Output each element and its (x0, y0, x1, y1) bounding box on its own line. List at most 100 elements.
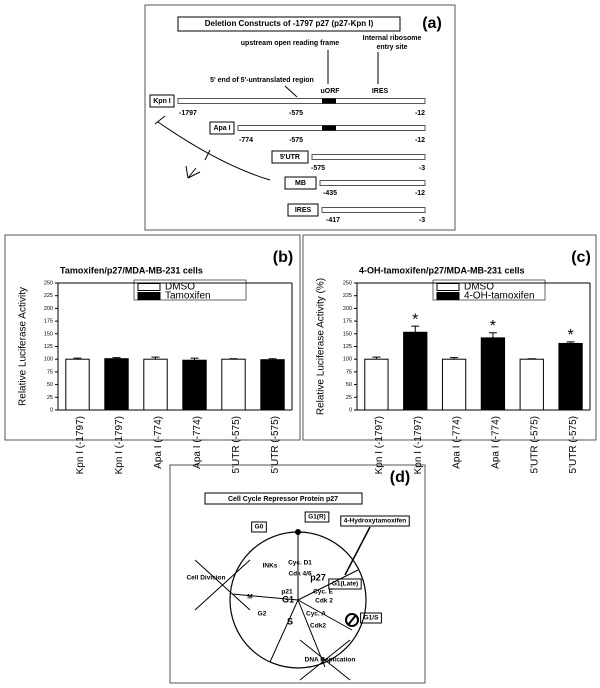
position-label: -3 (419, 217, 425, 224)
y-tick-label: 100 (343, 357, 352, 363)
cycle-label: p27 (310, 572, 326, 582)
uorf-segment (322, 98, 336, 104)
legend-label: Tamoxifen (165, 291, 211, 302)
note: upstream open reading frame (241, 40, 340, 47)
cycle-label: Cyc. E (313, 589, 334, 596)
panel-a-title: Deletion Constructs of -1797 p27 (p27-Kp… (205, 19, 374, 28)
position-label: -12 (415, 190, 425, 197)
position-label: -575 (289, 110, 303, 117)
y-tick-label: 125 (44, 344, 53, 350)
position-label: -774 (239, 137, 253, 144)
bar (65, 358, 90, 411)
construct-bar (319, 180, 426, 186)
panel-label: (a) (422, 15, 442, 32)
cycle-label: 4-Hydroxytamoxifen (344, 518, 407, 525)
position-label: -3 (419, 165, 425, 172)
pointer (284, 85, 298, 98)
legend-label: DMSO (464, 282, 494, 293)
legend-frame (432, 279, 546, 301)
panel-d-title: Cell Cycle Repressor Protein p27 (228, 496, 338, 503)
x-tick-label: Kpn I (-1797) (374, 416, 385, 474)
position-label: -575 (311, 165, 325, 172)
y-axis-label: Relative Luciferase Activity (18, 287, 29, 406)
error-bar (151, 356, 160, 360)
error-bar (488, 332, 497, 338)
y-tick-label: 75 (346, 369, 352, 375)
bar (221, 358, 246, 411)
label-box (304, 511, 330, 523)
cycle-label: G1 (282, 594, 294, 604)
y-tick-label: 0 (50, 407, 53, 413)
cycle-label: DNA Replication (305, 657, 356, 664)
bar (364, 358, 389, 411)
error-bar (372, 356, 381, 360)
y-tick-label: 250 (343, 280, 352, 286)
dot (295, 529, 301, 535)
cycle-label: G1/S (364, 615, 379, 622)
label-box (360, 612, 382, 624)
position-label: -417 (326, 217, 340, 224)
x-tick-label: 5'UTR (-575) (231, 416, 242, 473)
construct-name: 5'UTR (280, 154, 300, 161)
error-bar (411, 325, 420, 333)
block (347, 614, 357, 626)
legend-frame (133, 279, 247, 301)
label-box (340, 515, 410, 527)
error-bar (112, 357, 121, 359)
error-bar (190, 357, 199, 361)
construct-box (284, 176, 317, 190)
x-tick-label: 5'UTR (-575) (568, 416, 579, 473)
panel-label: (d) (390, 469, 410, 486)
legend-swatch (436, 292, 460, 300)
construct-name: MB (295, 180, 306, 187)
cycle-label: Cyc. D1 (288, 560, 312, 567)
legend-label: 4-OH-tamoxifen (464, 291, 535, 302)
cycle-label: INKs (263, 563, 278, 570)
error-bar (229, 358, 238, 360)
note: IRES (372, 88, 389, 95)
cycle-label: Cdk2 (310, 623, 326, 630)
y-tick-label: 175 (343, 319, 352, 325)
cycle-label: Cell Division (186, 575, 225, 582)
x-tick-label: 5'UTR (-575) (270, 416, 281, 473)
position-label: -1797 (179, 110, 197, 117)
y-axis-label: Relative Luciferase Activity (%) (316, 278, 327, 415)
y-tick-label: 25 (346, 395, 352, 401)
cycle-label: G2 (258, 611, 267, 618)
panel-c-frame (302, 234, 597, 441)
error-bar (73, 357, 82, 360)
panel-a-frame (144, 4, 456, 231)
note: 5' end of 5'-untranslated region (210, 77, 314, 84)
chart-title: 4-OH-tamoxifen/p27/MDA-MB-231 cells (359, 265, 525, 275)
y-tick-label: 200 (343, 306, 352, 312)
significance: * (567, 327, 573, 344)
construct-name: IRES (295, 207, 312, 214)
panel-d-frame (169, 464, 426, 684)
construct-box (149, 94, 175, 108)
position-label: -12 (415, 137, 425, 144)
x-tick-label: Kpn I (-1797) (114, 416, 125, 474)
construct-bar (321, 207, 426, 213)
construct-name: Kpn I (153, 98, 171, 105)
cycle-label: G0 (255, 524, 264, 531)
cycle-label: S (287, 616, 293, 626)
title-box (177, 16, 401, 32)
cycle-label: G1(Late) (332, 581, 358, 588)
uorf-segment (322, 125, 336, 131)
construct-bar (311, 154, 426, 160)
significance: * (412, 311, 418, 328)
construct-box (271, 150, 309, 164)
construct-bar (177, 98, 426, 104)
label-box (328, 578, 362, 590)
y-tick-label: 175 (44, 319, 53, 325)
panel-label: (c) (571, 249, 591, 266)
legend-swatch (436, 283, 460, 291)
error-bar (450, 357, 459, 360)
bar (260, 359, 285, 411)
note: uORF (320, 88, 340, 95)
x-tick-label: Apa I (-774) (491, 416, 502, 469)
position-label: -435 (323, 190, 337, 197)
bar (104, 358, 129, 411)
y-tick-label: 25 (47, 395, 53, 401)
